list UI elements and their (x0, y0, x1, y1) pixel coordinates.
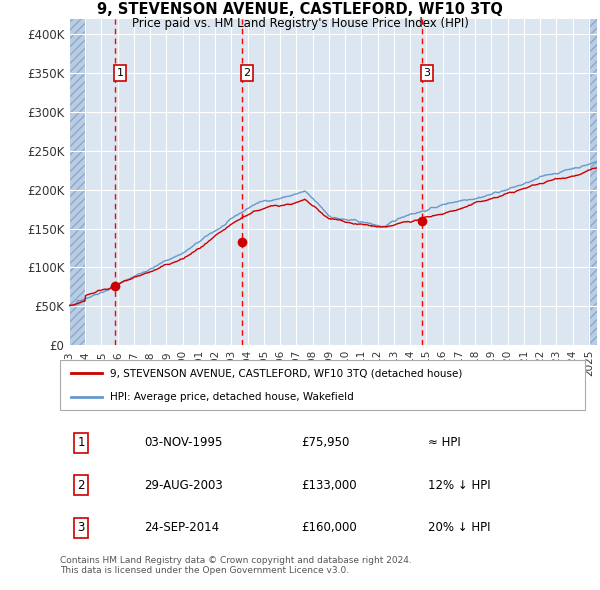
Bar (69, 19, 85, 345)
Text: 1: 1 (116, 68, 124, 78)
Text: 9, STEVENSON AVENUE, CASTLEFORD, WF10 3TQ: 9, STEVENSON AVENUE, CASTLEFORD, WF10 3T… (97, 2, 503, 17)
Text: £160,000: £160,000 (302, 521, 357, 535)
Text: HPI: Average price, detached house, Wakefield: HPI: Average price, detached house, Wake… (110, 392, 353, 402)
Bar (69, 19, 85, 345)
Text: Price paid vs. HM Land Registry's House Price Index (HPI): Price paid vs. HM Land Registry's House … (131, 17, 469, 30)
Text: 3: 3 (77, 521, 85, 535)
Text: 9, STEVENSON AVENUE, CASTLEFORD, WF10 3TQ (detached house): 9, STEVENSON AVENUE, CASTLEFORD, WF10 3T… (110, 368, 462, 378)
Bar (589, 19, 597, 345)
Text: 20% ↓ HPI: 20% ↓ HPI (427, 521, 490, 535)
Text: £75,950: £75,950 (302, 436, 350, 450)
Text: 2: 2 (244, 68, 251, 78)
Text: 24-SEP-2014: 24-SEP-2014 (144, 521, 219, 535)
Text: Contains HM Land Registry data © Crown copyright and database right 2024.
This d: Contains HM Land Registry data © Crown c… (60, 556, 412, 575)
Bar (589, 19, 597, 345)
Text: 1: 1 (77, 436, 85, 450)
FancyBboxPatch shape (60, 360, 585, 410)
Text: ≈ HPI: ≈ HPI (427, 436, 460, 450)
Text: £133,000: £133,000 (302, 478, 357, 492)
Text: 12% ↓ HPI: 12% ↓ HPI (427, 478, 490, 492)
Text: 03-NOV-1995: 03-NOV-1995 (144, 436, 223, 450)
Text: 2: 2 (77, 478, 85, 492)
Text: 29-AUG-2003: 29-AUG-2003 (144, 478, 223, 492)
Text: 3: 3 (424, 68, 430, 78)
